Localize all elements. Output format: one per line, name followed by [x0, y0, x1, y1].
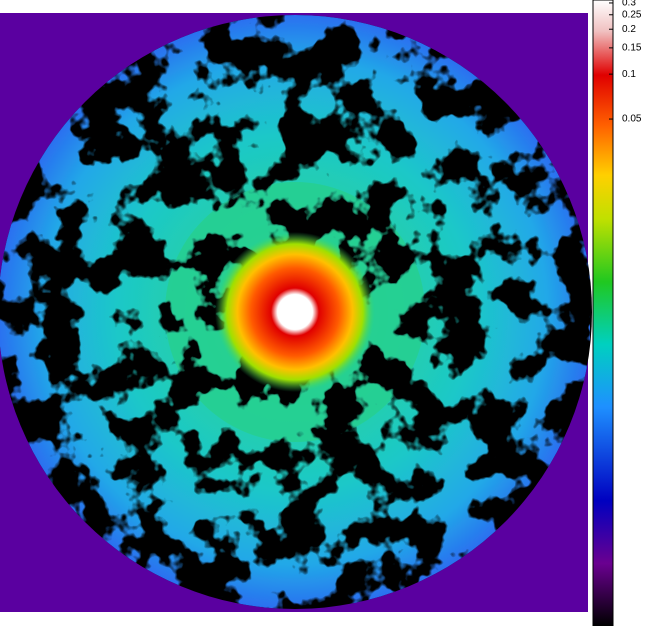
colorbar-tick-label: 0.05 [622, 114, 642, 125]
colorbar-tick-label: 0.25 [622, 9, 642, 20]
core [215, 232, 375, 392]
field [0, 15, 590, 609]
colorbar-tick-label: 0.3 [622, 0, 636, 9]
colorbar-tick-label: 0.15 [622, 43, 642, 54]
colorbar-tick-label: 0.2 [622, 24, 636, 35]
colorbar-tick-label: 0.1 [622, 69, 636, 80]
colorbar [592, 0, 614, 626]
